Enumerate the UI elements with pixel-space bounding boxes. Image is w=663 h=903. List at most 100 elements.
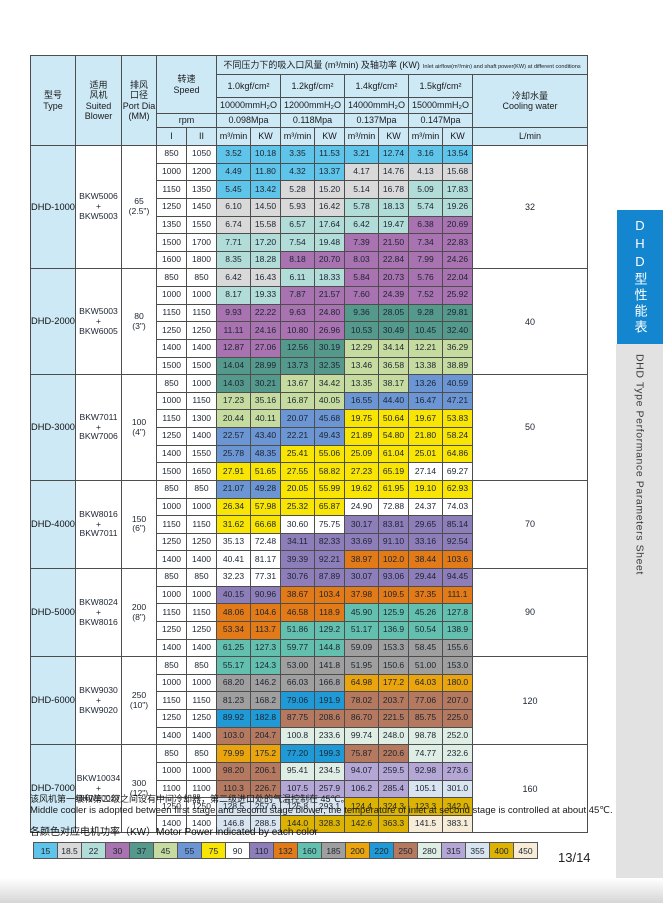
- value-cell: 24.80: [314, 303, 345, 323]
- value-cell: 9.36: [344, 303, 379, 323]
- value-cell: 142.6: [344, 814, 379, 834]
- col-header-type: 型号 Type: [30, 55, 76, 146]
- speed-i-cell: 1400: [156, 726, 187, 746]
- blower-cell: BKW5006 + BKW5003: [75, 144, 122, 270]
- value-cell: 113.7: [250, 620, 281, 640]
- speed-ii-cell: 1000: [186, 585, 217, 605]
- table-header: 型号 Type 适用 风机 Suited Blower 排风 口径 Port D…: [30, 55, 589, 146]
- value-cell: 5.14: [344, 180, 379, 199]
- value-cell: 153.3: [378, 638, 409, 658]
- value-cell: 13.38: [408, 356, 443, 376]
- value-cell: 25.92: [442, 286, 473, 305]
- cooling-cell: 32: [471, 144, 589, 270]
- value-cell: 11.53: [314, 145, 345, 164]
- speed-ii-cell: 1250: [186, 797, 217, 816]
- value-cell: 5.28: [280, 180, 315, 199]
- value-cell: 13.35: [344, 374, 379, 393]
- unit-flow-4: m³/min: [408, 127, 443, 146]
- cooling-unit: L/min: [471, 127, 589, 146]
- value-cell: 40.41: [216, 550, 251, 569]
- speed-i-cell: 850: [156, 479, 187, 499]
- speed-ii-cell: 1250: [186, 620, 217, 640]
- value-cell: 21.57: [314, 286, 345, 305]
- speed-ii-cell: 1250: [186, 709, 217, 728]
- legend-swatch: 450: [513, 842, 538, 859]
- pressure-mmh2o-4: 15000mmH₂O: [408, 97, 473, 114]
- value-cell: 13.67: [280, 374, 315, 393]
- speed-i-cell: 1150: [156, 603, 187, 622]
- value-cell: 273.6: [442, 761, 473, 781]
- pressure-mmh2o-3: 14000mmH₂O: [344, 97, 409, 114]
- pressure-mmh2o-2: 12000mmH₂O: [280, 97, 345, 114]
- value-cell: 12.74: [378, 145, 409, 164]
- model-cell: DHD-5000: [30, 567, 76, 658]
- table-row: 1250 1250 11.11 24.16 10.80 26.96 10.53 30.49 10…: [31, 321, 588, 340]
- value-cell: 22.83: [442, 233, 473, 252]
- sidebar-tab: DHD型性能表: [617, 210, 663, 344]
- value-cell: 118.9: [314, 603, 345, 622]
- speed-ii-cell: 1700: [186, 233, 217, 252]
- legend-swatch: 18.5: [57, 842, 82, 859]
- legend-swatch: 132: [273, 842, 298, 859]
- value-cell: 16.42: [314, 197, 345, 217]
- cooling-cell: 90: [471, 567, 589, 658]
- speed-i-cell: 1150: [156, 303, 187, 323]
- value-cell: 3.35: [280, 145, 315, 164]
- value-cell: 20.44: [216, 409, 251, 428]
- legend-swatch: 45: [153, 842, 178, 859]
- value-cell: 12.29: [344, 338, 379, 358]
- header-row-mmh2o: 10000mmH₂O 12000mmH₂O 14000mmH₂O 15000mm…: [31, 97, 588, 114]
- header-row-kgf: 1.0kgf/cm² 1.2kgf/cm² 1.4kgf/cm² 1.5kgf/…: [31, 74, 589, 128]
- value-cell: 65.19: [378, 462, 409, 481]
- speed-i-cell: 1400: [156, 814, 187, 834]
- table-row: DHD-6000 BKW9030 + BKW9020 250 (10") 850 850…: [30, 656, 589, 746]
- speed-ii-cell: 1150: [186, 391, 217, 411]
- value-cell: 81.17: [250, 550, 281, 569]
- legend-swatch: 37: [129, 842, 154, 859]
- table-row: DHD-5000 BKW8024 + BKW8016 200 (8") 850 850 3…: [30, 567, 589, 658]
- value-cell: 18.13: [378, 197, 409, 217]
- table-row: 1400 1400 12.87 27.06 12.56 30.19 12.29 34.14 12…: [31, 338, 588, 358]
- value-cell: 77.06: [408, 691, 443, 710]
- value-cell: 259.5: [378, 761, 409, 781]
- cooling-cell: 70: [471, 479, 589, 570]
- speed-i-cell: 1000: [156, 391, 187, 411]
- table-row: 1250 1250 89.92 182.8 87.75 208.6 86.70 221.5 85…: [31, 709, 588, 728]
- value-cell: 16.47: [408, 391, 443, 411]
- value-cell: 29.44: [408, 568, 443, 587]
- value-cell: 91.10: [378, 532, 409, 552]
- value-cell: 5.74: [408, 197, 443, 217]
- speed-ii-cell: 1450: [186, 197, 217, 217]
- value-cell: 102.0: [378, 550, 409, 569]
- value-cell: 24.39: [378, 286, 409, 305]
- value-cell: 3.21: [344, 145, 379, 164]
- blower-cell: BKW8024 + BKW8016: [75, 567, 122, 658]
- value-cell: 49.43: [314, 427, 345, 446]
- value-cell: 28.99: [250, 356, 281, 376]
- value-cell: 206.1: [250, 761, 281, 781]
- speed-ii-cell: 1000: [186, 497, 217, 517]
- col-header-speed: 转速 Speed: [156, 55, 217, 114]
- value-cell: 107.5: [280, 779, 315, 799]
- value-cell: 17.83: [442, 180, 473, 199]
- value-cell: 9.93: [216, 303, 251, 323]
- value-cell: 79.06: [280, 691, 315, 710]
- speed-ii-cell: 1400: [186, 638, 217, 658]
- speed-i-cell: 1350: [156, 215, 187, 235]
- value-cell: 90.96: [250, 585, 281, 605]
- cooling-cell: 40: [471, 268, 589, 376]
- value-cell: 95.41: [280, 761, 315, 781]
- value-cell: 12.21: [408, 338, 443, 358]
- legend-row: 15 18.5 22 30 37 45 55 75 90 110 132 160 185 200 220 25…: [33, 842, 538, 859]
- value-cell: 92.54: [442, 532, 473, 552]
- model-cell: DHD-6000: [30, 656, 76, 746]
- value-cell: 146.8: [216, 814, 251, 834]
- speed-i-cell: 1500: [156, 462, 187, 481]
- table-row: 1000 1000 8.17 19.33 7.87 21.57 7.60 24.39 7.52 2…: [31, 286, 588, 305]
- legend-swatch: 200: [345, 842, 370, 859]
- port-dia-cell: 300 (12"): [121, 744, 157, 834]
- value-cell: 4.32: [280, 162, 315, 182]
- value-cell: 7.34: [408, 233, 443, 252]
- speed-ii-cell: 1000: [186, 673, 217, 693]
- value-cell: 16.87: [280, 391, 315, 411]
